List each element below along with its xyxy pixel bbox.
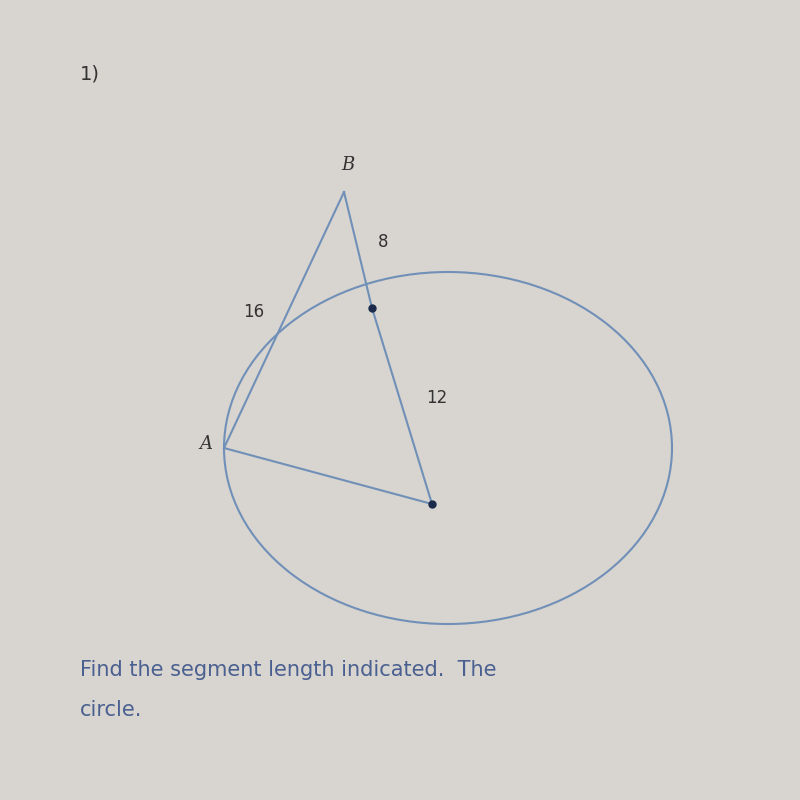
Text: A: A: [199, 435, 212, 453]
Text: circle.: circle.: [80, 700, 142, 720]
Text: Find the segment length indicated.  The: Find the segment length indicated. The: [80, 660, 497, 680]
Text: 16: 16: [243, 303, 264, 321]
Text: 8: 8: [378, 233, 389, 251]
Text: 1): 1): [80, 64, 100, 83]
Text: 12: 12: [426, 389, 447, 407]
Text: B: B: [342, 157, 354, 174]
